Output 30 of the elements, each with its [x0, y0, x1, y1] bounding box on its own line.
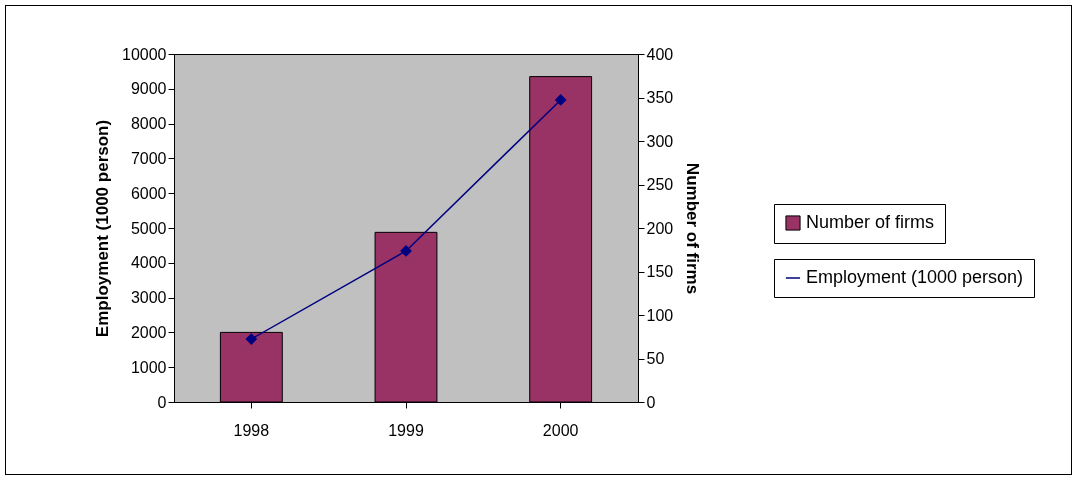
- point: [400, 245, 412, 257]
- y-tick-label: 0: [157, 393, 167, 411]
- y-axis-title: Employment (1000 person): [93, 119, 113, 338]
- y2-tick-label: 100: [646, 306, 674, 324]
- y-tick-label: 8000: [130, 115, 167, 133]
- y-tick-label: 2000: [130, 323, 167, 341]
- y-tick-label: 3000: [130, 289, 167, 307]
- point: [245, 333, 257, 345]
- y2-tick-label: 350: [646, 89, 674, 106]
- x-tick-label: 1998: [233, 421, 270, 439]
- y2-tick-label: 150: [646, 263, 674, 280]
- y-tick-label: 9000: [130, 80, 167, 98]
- y-tick-label: 6000: [130, 184, 167, 202]
- y-tick-label: 7000: [130, 149, 167, 167]
- y2-axis-title: Number of firms: [683, 162, 703, 295]
- x-tick-label: 1999: [388, 421, 424, 439]
- y2-tick-label: 300: [646, 132, 674, 150]
- y2-tick-label: 50: [646, 350, 665, 367]
- y-tick-label: 4000: [130, 254, 167, 272]
- legend-label: Number of firms: [806, 212, 935, 232]
- y2-tick-label: 250: [646, 176, 674, 193]
- point: [555, 94, 567, 106]
- y-tick-label: 1000: [130, 358, 167, 376]
- y-tick-label: 10000: [122, 45, 167, 63]
- legend-label: Employment (1000 person): [806, 267, 1024, 287]
- y2-tick-label: 0: [646, 393, 656, 411]
- x-tick-label: 2000: [542, 421, 579, 439]
- y-tick-label: 5000: [130, 219, 167, 237]
- y2-tick-label: 400: [646, 45, 674, 63]
- y2-tick-label: 200: [646, 219, 674, 237]
